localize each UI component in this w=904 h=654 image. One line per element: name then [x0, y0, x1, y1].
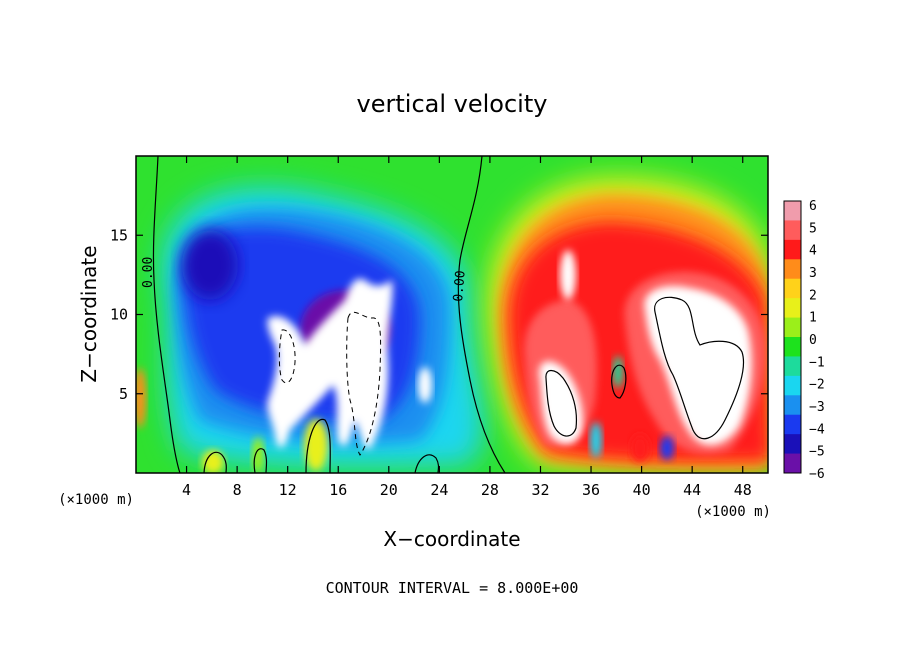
colorbar-swatch	[784, 239, 801, 260]
x-tick-label: 4	[182, 481, 191, 499]
contour-interval-label: CONTOUR INTERVAL = 8.000E+00	[326, 579, 579, 597]
colorbar-swatch	[784, 453, 801, 474]
x-tick-label: 16	[329, 481, 347, 499]
x-axis-label: X−coordinate	[383, 527, 520, 551]
colorbar-tick-label: 1	[809, 311, 817, 326]
x-right-unit-label: (×1000 m)	[695, 504, 771, 520]
colorbar-swatch	[784, 220, 801, 241]
contour-surface-3	[253, 448, 268, 473]
colorbar-swatch	[784, 414, 801, 435]
colorbar-tick-label: 6	[809, 199, 817, 214]
zero-contour-left	[152, 156, 181, 473]
colorbar-swatch	[784, 356, 801, 377]
colorbar-swatch	[784, 278, 801, 299]
y-tick-label: 5	[119, 385, 128, 403]
colorbar-tick-label: −5	[809, 445, 825, 460]
colorbar-swatch	[784, 395, 801, 416]
x-tick-label: 28	[481, 481, 499, 499]
colorbar-swatch	[784, 375, 801, 396]
chart-title: vertical velocity	[357, 90, 548, 118]
colorbar-tick-label: −2	[809, 378, 825, 393]
contour-updraft-left	[545, 369, 578, 437]
colorbar: 6 5 4 3 2 1 0 −1 −2 −3 −4 −5 −6	[783, 199, 825, 482]
x-tick-label: 12	[279, 481, 297, 499]
colorbar-tick-label: 2	[809, 288, 817, 303]
dashed-contours	[278, 311, 382, 456]
colorbar-tick-label: 3	[809, 266, 817, 281]
dashed-contour-1	[278, 329, 296, 384]
x-tick-label: 24	[430, 481, 448, 499]
updraft-region	[488, 177, 768, 470]
x-tick-label: 32	[531, 481, 549, 499]
contour-surface-2	[305, 418, 331, 473]
contour-label-left: 0.00	[141, 257, 156, 288]
x-tick-label: 8	[233, 481, 242, 499]
contour-lines	[152, 156, 745, 473]
contour-surface-4	[414, 454, 440, 473]
dashed-contour-2	[346, 311, 382, 456]
zero-contour-center	[457, 156, 506, 473]
colorbar-frame	[783, 200, 802, 474]
heatmap-field: 0.00 0.00	[136, 156, 768, 473]
x-tick-label: 44	[683, 481, 701, 499]
colorbar-swatch	[784, 317, 801, 338]
contour-label-center: 0.00	[451, 270, 469, 303]
x-left-unit-label: (×1000 m)	[58, 492, 134, 508]
x-tick-label: 40	[633, 481, 651, 499]
contour-surface-1	[203, 451, 227, 473]
colorbar-tick-label: 4	[809, 244, 817, 259]
colorbar-tick-label: −6	[809, 467, 825, 482]
colorbar-swatch	[784, 259, 801, 280]
x-tick-label: 48	[734, 481, 752, 499]
colorbar-tick-label: 5	[809, 221, 817, 236]
colorbar-swatch	[784, 298, 801, 319]
x-tick-label: 20	[380, 481, 398, 499]
surface-features	[136, 368, 328, 473]
x-tick-label: 36	[582, 481, 600, 499]
contour-spot-right	[611, 364, 627, 399]
y-tick-label: 15	[110, 226, 128, 244]
y-axis-label: Z−coordinate	[77, 245, 101, 382]
y-tick-label: 10	[110, 306, 128, 324]
downdraft-region	[161, 187, 484, 468]
x-axis: 4 8 12 16 20 24 28 32 36 40 44 48	[182, 156, 752, 499]
colorbar-swatch	[784, 201, 801, 221]
colorbar-tick-label: −4	[809, 422, 825, 437]
contour-updraft-right	[654, 296, 745, 440]
colorbar-swatch	[784, 434, 801, 455]
y-axis: 5 10 15	[110, 226, 768, 403]
colorbar-tick-label: 0	[809, 333, 817, 348]
colorbar-tick-label: −1	[809, 355, 825, 370]
colorbar-tick-label: −3	[809, 400, 825, 415]
colorbar-swatch	[784, 337, 801, 357]
